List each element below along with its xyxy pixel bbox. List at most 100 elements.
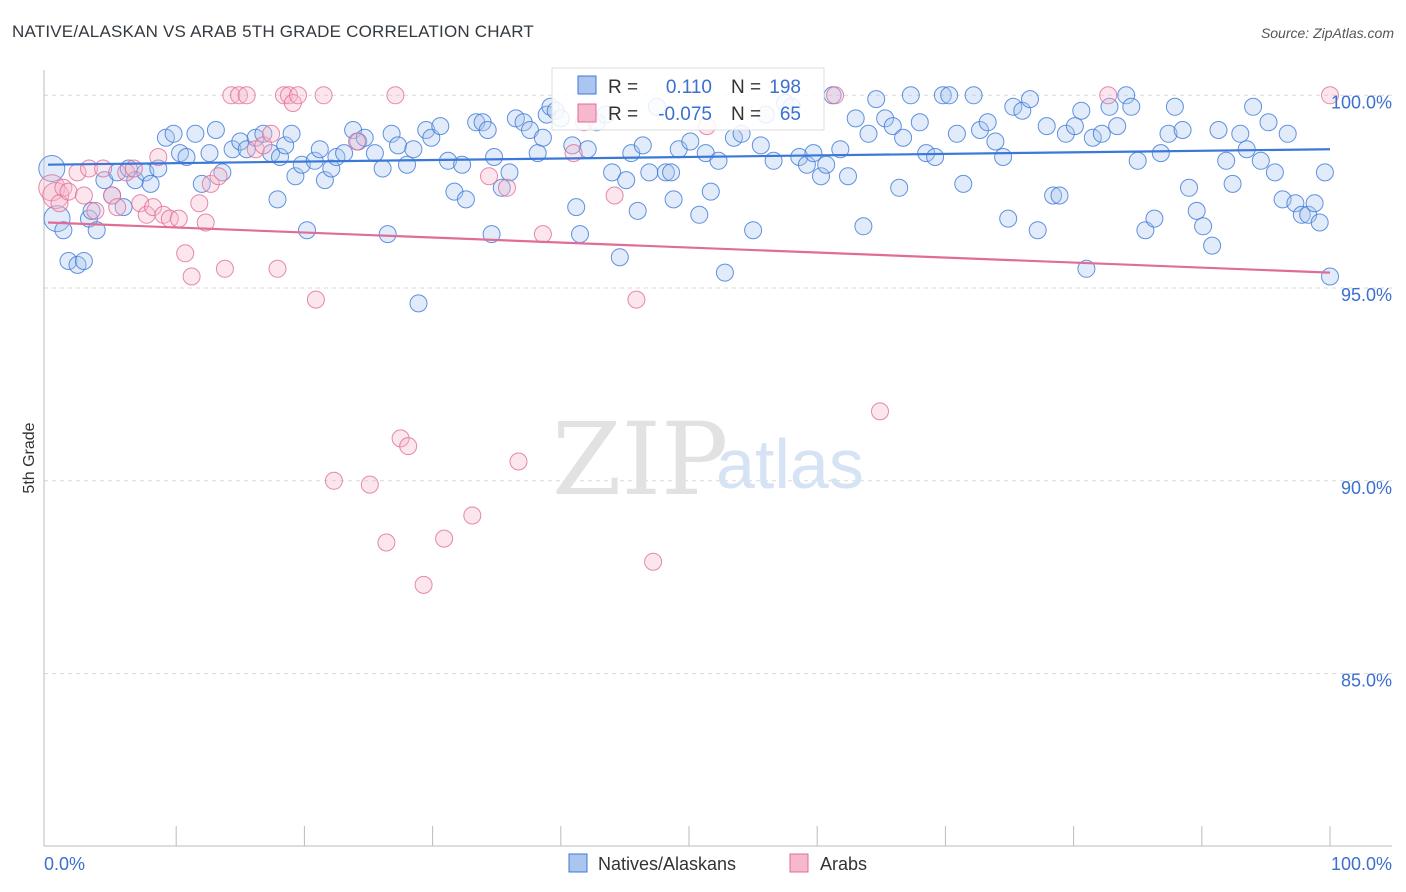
data-point [804,144,823,163]
legend-n-label-natives: N = [731,77,761,98]
trend-lines [47,148,1331,274]
trend-line-arabs [47,221,1331,274]
trend-line-natives [47,148,1331,166]
data-point [1194,217,1213,236]
data-point [563,136,582,155]
data-point [386,86,405,105]
data-point [414,575,433,594]
data-point [306,290,325,309]
data-point [681,132,700,151]
data-point [399,437,418,456]
legend-n-label-arabs: N = [731,104,761,125]
data-point [509,452,528,471]
data-point [1056,124,1075,143]
bottom-legend-swatch-arabs [789,853,809,873]
data-point [1217,151,1236,170]
data-point [274,86,293,105]
data-point [54,221,73,240]
data-point [94,159,113,178]
data-point [324,471,343,490]
data-point [1099,86,1118,105]
data-point [1305,194,1324,213]
data-point [533,128,552,147]
series-natives-alaskans [38,86,1339,313]
data-point [1050,186,1069,205]
chart-title: NATIVE/ALASKAN VS ARAB 5TH GRADE CORRELA… [12,22,535,41]
data-point [846,109,865,128]
data-point [1203,236,1222,255]
data-point [215,259,234,278]
data-point [74,252,93,270]
data-point [59,182,78,201]
data-point [1151,144,1170,163]
data-point [289,86,307,105]
data-point [389,136,407,155]
data-point [627,290,646,309]
data-point [282,124,301,143]
data-point [492,178,511,197]
data-point [567,198,586,217]
data-point [662,163,681,182]
x-tick-label-min: 0.0% [44,854,85,874]
bottom-legend-label-arabs: Arabs [820,854,867,874]
legend-r-value-natives: 0.110 [666,77,712,98]
legend-n-value-natives: 198 [769,77,801,98]
data-point [404,140,423,159]
data-point [262,124,281,143]
data-point [964,86,983,105]
data-point [391,429,410,448]
data-point [1180,178,1198,197]
data-point [1072,101,1091,120]
data-point [826,86,845,105]
data-point [701,182,720,201]
watermark-zip: ZIP [552,401,728,518]
data-point [1021,90,1039,109]
data-point [664,190,683,209]
data-point [901,86,920,105]
data-point [751,136,770,155]
data-point [86,201,105,220]
series-arabs [38,86,1339,594]
data-point [176,244,195,263]
data-point [854,217,873,236]
data-point [59,252,78,270]
data-point [365,144,384,163]
watermark-atlas: atlas [716,425,864,503]
data-point [1321,267,1339,286]
data-point [1037,117,1056,136]
data-point [310,140,329,159]
source-credit: Source: ZipAtlas.com [1260,25,1394,41]
data-point [1259,113,1278,132]
legend-n-value-arabs: 65 [780,104,801,125]
data-point [1209,121,1228,139]
data-point [1004,97,1023,116]
data-point [196,213,215,232]
data-point [360,475,379,494]
data-point [186,124,205,143]
data-point [1028,221,1047,240]
data-point [463,506,482,525]
data-point [571,225,589,244]
data-point [1278,124,1297,143]
data-point [894,128,913,147]
data-point [910,113,929,132]
data-point [1092,124,1111,143]
grid-lines [44,94,1392,675]
data-point [1159,124,1178,143]
data-point [871,402,889,421]
data-point [986,132,1005,151]
data-point [690,205,709,224]
data-point [169,209,188,228]
legend-r-value-arabs: -0.075 [658,104,712,125]
data-point [867,90,886,109]
data-point [141,174,160,193]
data-point [231,132,250,151]
data-point [377,533,396,552]
data-point [190,194,209,213]
data-point [200,144,219,163]
data-point [126,171,145,190]
data-point [164,124,183,143]
data-point [237,86,256,105]
data-point [322,159,341,178]
data-point [1165,97,1184,116]
